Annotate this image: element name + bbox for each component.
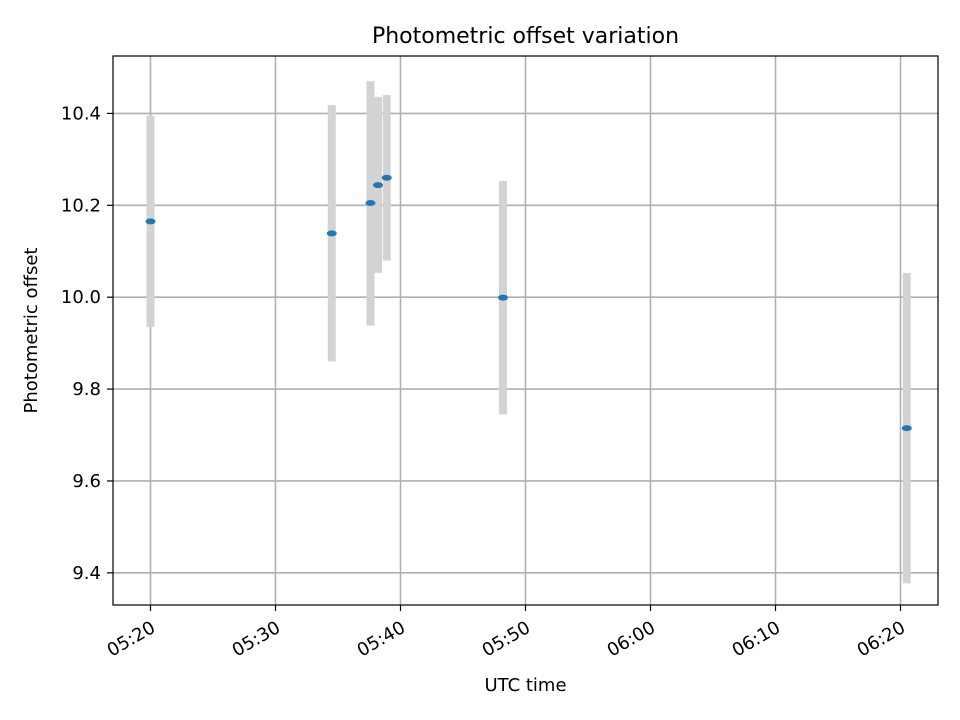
data-point bbox=[381, 174, 392, 181]
errorbar-layer bbox=[146, 81, 911, 584]
x-tick-label: 05:50 bbox=[479, 617, 534, 661]
tick-layer: 05:20 05:30 05:40 05:50 06:00 06:10 06:20 9.4 9.… bbox=[61, 103, 909, 661]
x-tick-label: 06:10 bbox=[729, 617, 784, 661]
x-axis-title: UTC time bbox=[484, 675, 566, 696]
x-tick-label: 05:30 bbox=[229, 617, 284, 661]
data-point bbox=[365, 200, 376, 207]
data-point bbox=[326, 230, 337, 237]
data-point bbox=[901, 425, 912, 432]
point-layer bbox=[145, 174, 912, 432]
y-tick-label: 9.8 bbox=[72, 379, 101, 400]
x-tick-label: 06:20 bbox=[854, 617, 909, 661]
data-point bbox=[373, 182, 383, 189]
data-point bbox=[498, 294, 508, 301]
x-tick-label: 05:40 bbox=[354, 617, 409, 661]
y-tick-label: 10.2 bbox=[61, 195, 101, 216]
grid-layer bbox=[113, 56, 938, 605]
chart-title: Photometric offset variation bbox=[372, 24, 679, 49]
data-point bbox=[145, 218, 156, 225]
x-tick-label: 06:00 bbox=[604, 617, 659, 661]
y-tick-label: 10.4 bbox=[61, 103, 101, 124]
y-axis-title: Photometric offset bbox=[21, 248, 42, 414]
y-tick-label: 10.0 bbox=[61, 287, 101, 308]
y-tick-label: 9.6 bbox=[72, 471, 101, 492]
y-tick-label: 9.4 bbox=[72, 563, 101, 584]
x-tick-label: 05:20 bbox=[104, 617, 159, 661]
